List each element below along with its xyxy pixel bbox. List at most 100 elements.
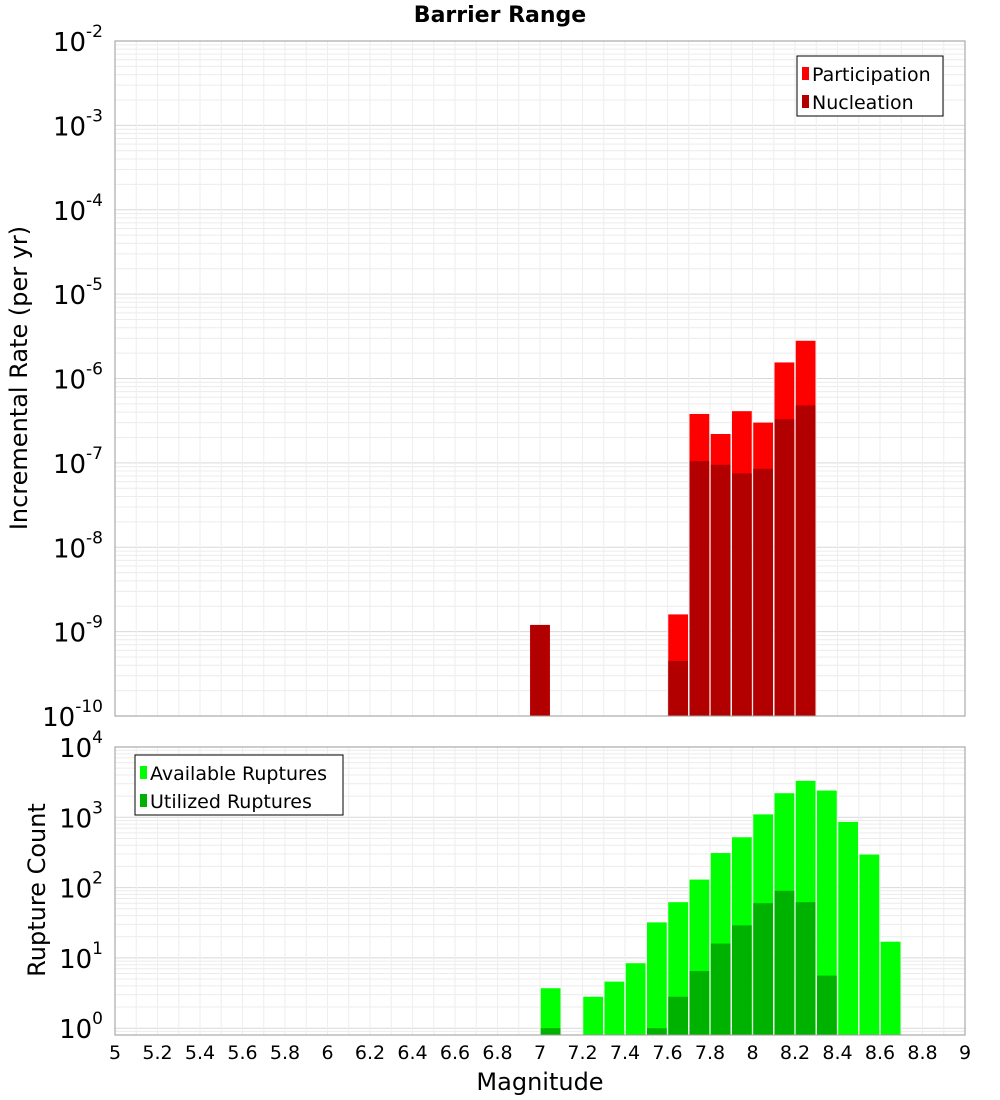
bar <box>753 468 773 716</box>
bar <box>583 996 603 1035</box>
y-tick-label: 102 <box>59 869 103 905</box>
legend-box <box>134 754 344 816</box>
x-tick-label: 5 <box>109 1042 121 1064</box>
bar <box>689 461 710 716</box>
y-tick-base: 10 <box>53 366 86 396</box>
y-tick-exponent: -6 <box>86 360 103 380</box>
legend: Available Ruptures Utilized Ruptures <box>134 754 344 816</box>
legend-label: Nucleation <box>812 92 914 114</box>
y-tick-base: 10 <box>59 1015 92 1045</box>
bar <box>795 405 816 716</box>
x-tick-label: 7.6 <box>652 1042 682 1064</box>
y-tick-label: 10-3 <box>53 106 103 142</box>
x-tick-label: 7.2 <box>567 1042 597 1064</box>
y-tick-exponent: 3 <box>92 798 103 818</box>
y-tick-base: 10 <box>53 112 86 142</box>
bar <box>774 890 795 1035</box>
y-tick-label: 10-6 <box>53 360 103 396</box>
top-panel: 10-1010-910-810-710-610-510-410-310-2Par… <box>42 22 966 733</box>
bar <box>732 925 752 1035</box>
y-tick-label: 104 <box>59 728 103 764</box>
y-tick-base: 10 <box>53 450 86 480</box>
x-tick-label: 7.4 <box>610 1042 640 1064</box>
bar <box>540 988 561 1035</box>
x-axis-label: Magnitude <box>476 1068 603 1096</box>
y-tick-exponent: -9 <box>86 613 103 633</box>
x-tick-label: 5.4 <box>185 1042 215 1064</box>
plot-frame <box>114 40 966 717</box>
bar <box>625 963 646 1035</box>
x-tick-label: 8.2 <box>780 1042 810 1064</box>
bar <box>732 473 752 716</box>
series-nucleation <box>530 405 816 716</box>
legend-swatch <box>802 67 809 80</box>
y-tick-exponent: -7 <box>86 444 103 464</box>
legend-box <box>796 55 944 117</box>
bar <box>817 975 837 1035</box>
y-tick-base: 10 <box>53 619 86 649</box>
bar <box>647 922 667 1035</box>
y-tick-label: 10-10 <box>42 697 103 733</box>
chart-title: Barrier Range <box>414 3 586 28</box>
legend-label: Utilized Ruptures <box>150 791 312 813</box>
y-tick-label: 103 <box>59 798 103 834</box>
y-tick-label: 10-7 <box>53 444 103 480</box>
y-tick-exponent: 4 <box>92 728 103 748</box>
bar <box>838 821 858 1035</box>
y-tick-exponent: -3 <box>86 106 103 126</box>
legend-swatch <box>802 95 809 108</box>
x-tick-label: 6.2 <box>355 1042 385 1064</box>
y-tick-base: 10 <box>53 534 86 564</box>
bar <box>647 1028 667 1035</box>
x-tick-label: 7 <box>534 1042 546 1064</box>
bar <box>710 943 731 1035</box>
x-tick-label: 6.4 <box>397 1042 427 1064</box>
y-tick-base: 10 <box>59 945 92 975</box>
x-tick-label: 8.6 <box>865 1042 895 1064</box>
bar <box>774 419 795 716</box>
x-tick-label: 5.2 <box>142 1042 172 1064</box>
top-y-axis-label: Incremental Rate (per yr) <box>5 226 33 530</box>
x-tick-label: 8.8 <box>907 1042 937 1064</box>
x-tick-label: 6.8 <box>482 1042 512 1064</box>
y-tick-label: 10-5 <box>53 275 103 311</box>
bar <box>859 854 880 1035</box>
x-tick-label: 5.8 <box>270 1042 300 1064</box>
x-tick-label: 5.6 <box>227 1042 257 1064</box>
bar <box>795 902 816 1035</box>
y-tick-label: 10-4 <box>53 191 103 227</box>
grid <box>114 40 966 717</box>
bar <box>689 971 710 1035</box>
bar <box>668 996 688 1035</box>
y-tick-label: 100 <box>59 1009 103 1045</box>
x-tick-label: 8.4 <box>822 1042 852 1064</box>
legend-swatch <box>140 766 147 779</box>
y-tick-base: 10 <box>59 804 92 834</box>
x-tick-label: 7.8 <box>695 1042 725 1064</box>
y-tick-exponent: -5 <box>86 275 103 295</box>
y-tick-exponent: -10 <box>75 697 103 717</box>
x-tick-labels: 5 5.2 5.4 5.6 5.8 6 6.2 6.4 6.6 6.8 7 7.2 7.4 7.6 7.8 8… <box>109 1042 971 1064</box>
y-tick-label: 10-2 <box>53 22 103 58</box>
bottom-y-axis-label: Rupture Count <box>23 803 51 977</box>
bar <box>880 941 901 1035</box>
bar <box>530 624 550 716</box>
bar <box>540 1028 561 1035</box>
bar <box>668 660 688 716</box>
legend-label: Participation <box>812 64 931 86</box>
bar <box>817 790 837 1035</box>
y-tick-exponent: 2 <box>92 869 103 889</box>
series-utilized-ruptures <box>540 890 837 1035</box>
legend-label: Available Ruptures <box>150 763 327 785</box>
legend: Participation Nucleation <box>796 55 944 117</box>
bar <box>753 903 773 1035</box>
x-tick-label: 9 <box>959 1042 971 1064</box>
y-tick-label: 10-8 <box>53 528 103 564</box>
legend-swatch <box>140 794 147 807</box>
x-tick-label: 6 <box>321 1042 333 1064</box>
